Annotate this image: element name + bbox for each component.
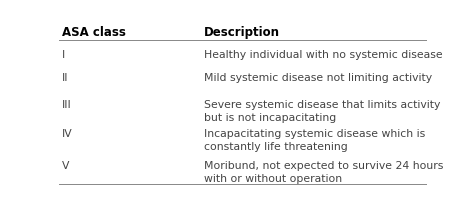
Text: Mild systemic disease not limiting activity: Mild systemic disease not limiting activ… (204, 73, 432, 83)
Text: Moribund, not expected to survive 24 hours
with or without operation: Moribund, not expected to survive 24 hou… (204, 161, 444, 184)
Text: Description: Description (204, 26, 280, 39)
Text: V: V (62, 161, 70, 171)
Text: IV: IV (62, 129, 73, 139)
Text: Healthy individual with no systemic disease: Healthy individual with no systemic dise… (204, 50, 443, 60)
Text: II: II (62, 73, 69, 83)
Text: ASA class: ASA class (62, 26, 126, 39)
Text: Severe systemic disease that limits activity
but is not incapacitating: Severe systemic disease that limits acti… (204, 100, 441, 123)
Text: I: I (62, 50, 65, 60)
Text: Incapacitating systemic disease which is
constantly life threatening: Incapacitating systemic disease which is… (204, 129, 426, 152)
Text: III: III (62, 100, 72, 110)
